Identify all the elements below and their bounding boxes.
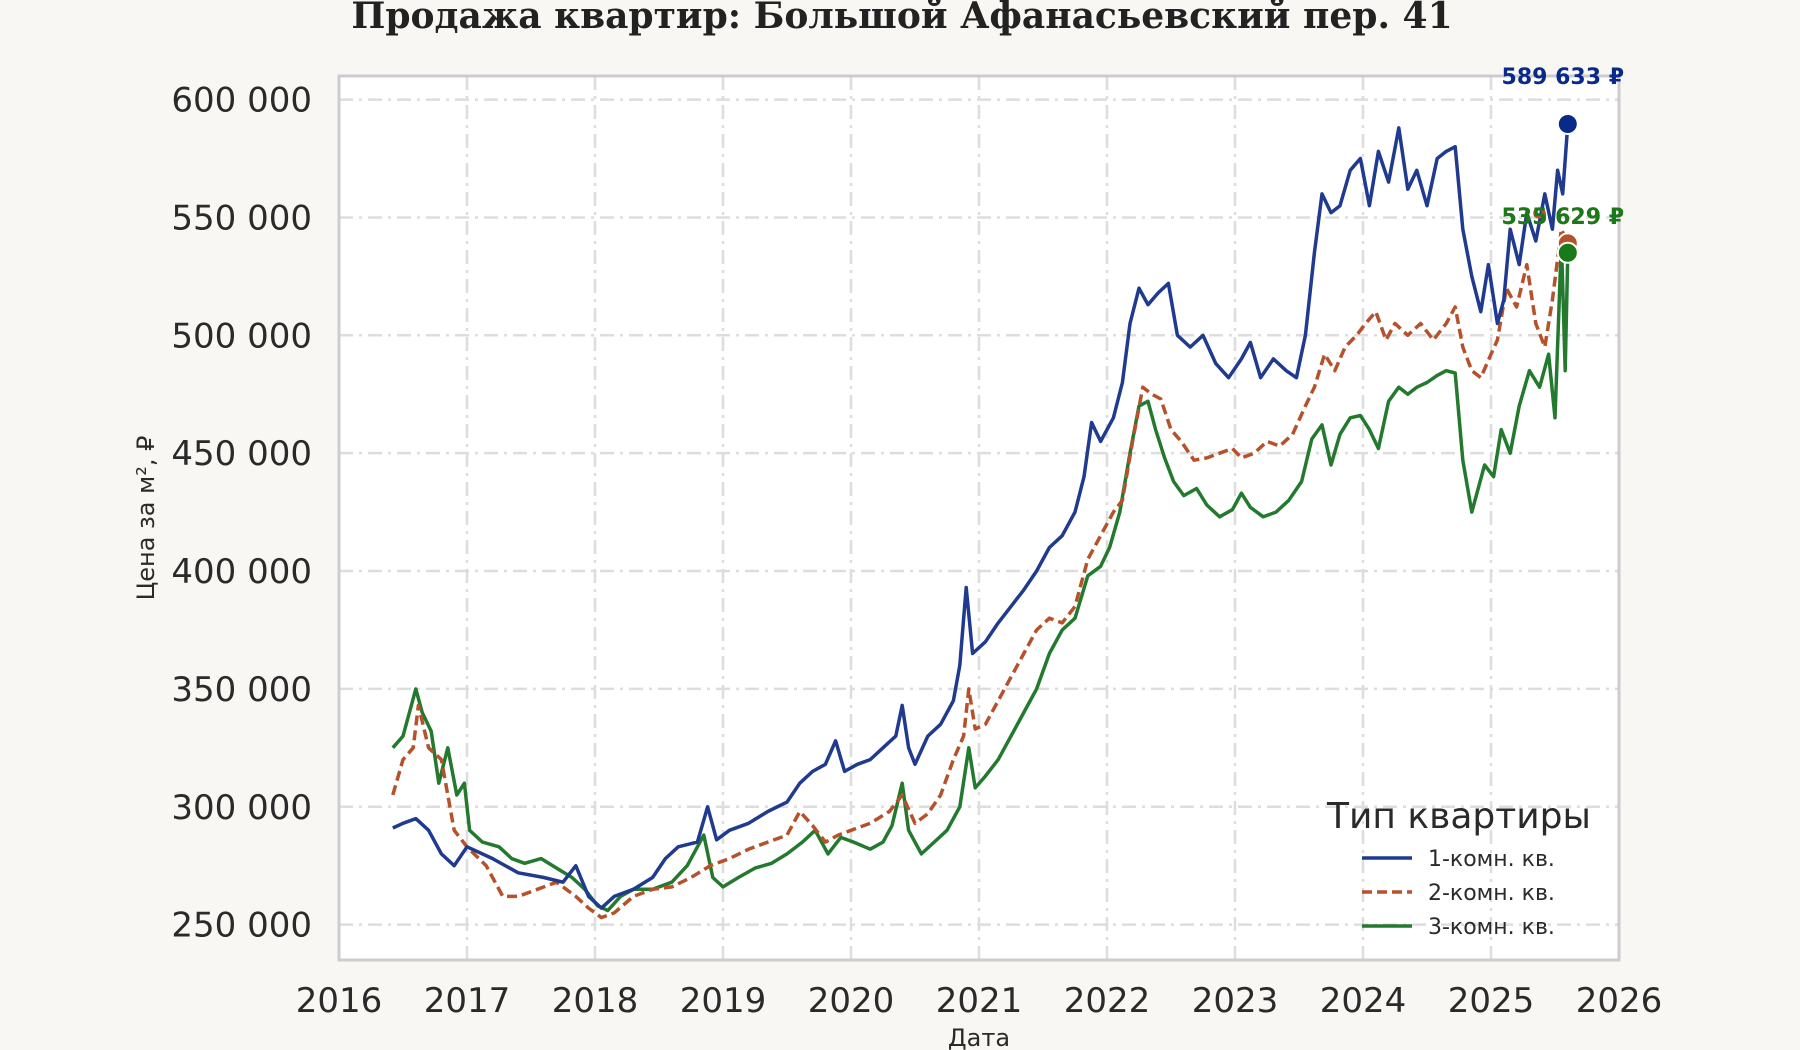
x-tick-label: 2018 xyxy=(552,981,639,1021)
y-tick-label: 600 000 xyxy=(171,81,312,121)
y-tick-label: 400 000 xyxy=(171,552,312,592)
series-end-marker-1 xyxy=(1556,113,1579,136)
legend-label-3: 3-комн. кв. xyxy=(1428,915,1555,940)
series-end-label-3: 535 629 ₽ xyxy=(1502,205,1624,230)
series-line-1 xyxy=(392,123,1570,910)
legend-label-2: 2-комн. кв. xyxy=(1428,881,1555,906)
x-axis-label: Дата xyxy=(948,1024,1010,1050)
series-end-marker-3 xyxy=(1556,241,1579,264)
end-markers: 539 629 ₽535 629 ₽ 589 633 ₽ xyxy=(1502,65,1624,264)
x-tick-labels: 2016 2017 2018 2019 2020 2021 2022 2023 2024 2025… xyxy=(296,981,1663,1021)
legend-title: Тип квартиры xyxy=(1326,796,1591,837)
series-end-label-2: 539 629 ₽ xyxy=(1502,205,1624,230)
legend: Тип квартиры 1-комн. кв. 2-комн. кв. 3-ком… xyxy=(1326,796,1591,940)
x-tick-label: 2021 xyxy=(936,981,1023,1021)
series-end-label-1: 589 633 ₽ xyxy=(1502,65,1624,90)
y-tick-label: 250 000 xyxy=(171,906,312,946)
y-tick-label: 550 000 xyxy=(171,198,312,238)
y-tick-label: 450 000 xyxy=(171,434,312,474)
y-tick-label: 300 000 xyxy=(171,788,312,828)
chart-title: Продажа квартир: Большой Афанасьевский п… xyxy=(351,0,1452,37)
y-axis-label: Цена за м², ₽ xyxy=(132,436,160,601)
x-tick-label: 2026 xyxy=(1576,981,1663,1021)
x-tick-label: 2025 xyxy=(1448,981,1535,1021)
legend-label-1: 1-комн. кв. xyxy=(1428,847,1555,872)
x-tick-label: 2019 xyxy=(680,981,767,1021)
x-tick-label: 2024 xyxy=(1320,981,1407,1021)
y-tick-label: 350 000 xyxy=(171,670,312,710)
series-layer xyxy=(391,123,1570,920)
y-tick-label: 500 000 xyxy=(171,316,312,356)
x-tick-label: 2023 xyxy=(1192,981,1279,1021)
x-tick-label: 2016 xyxy=(296,981,383,1021)
y-tick-labels: 250 000 300 000 350 000 400 000 450 000 500 0… xyxy=(171,81,312,946)
plot-frame xyxy=(337,74,1621,962)
series-line-2 xyxy=(391,227,1570,920)
x-tick-label: 2022 xyxy=(1064,981,1151,1021)
x-tick-label: 2020 xyxy=(808,981,895,1021)
x-tick-label: 2017 xyxy=(424,981,511,1021)
